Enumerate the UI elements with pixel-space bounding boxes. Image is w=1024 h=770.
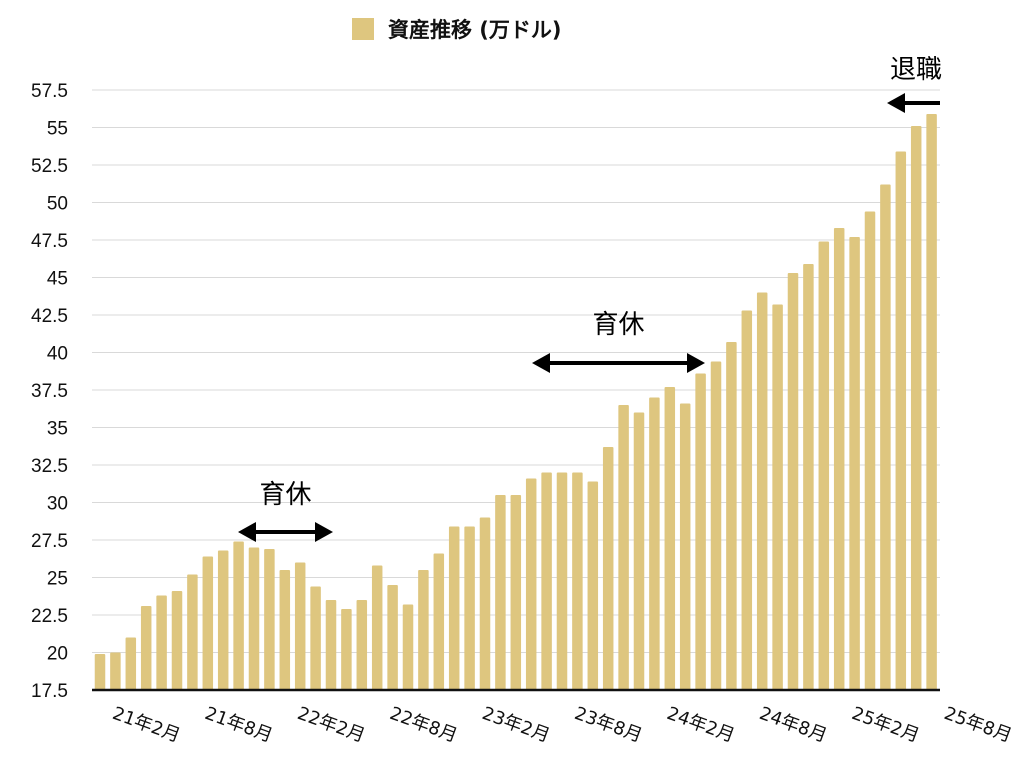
bar — [679, 403, 691, 690]
bar — [587, 481, 599, 690]
bar — [156, 595, 167, 690]
y-tick-label: 45 — [47, 269, 68, 290]
bar — [710, 361, 722, 690]
bar — [248, 547, 260, 690]
bar — [310, 586, 321, 690]
bar — [217, 550, 229, 690]
bar — [187, 574, 198, 690]
bar — [525, 478, 537, 690]
bar — [356, 600, 368, 690]
bar — [125, 637, 137, 690]
y-tick-label: 47.5 — [31, 231, 68, 252]
x-tick-label: 23年8月 — [572, 703, 645, 747]
bar — [572, 472, 583, 690]
bar — [495, 495, 506, 690]
bar — [94, 654, 106, 690]
bar — [756, 292, 768, 690]
bar — [387, 585, 398, 690]
y-tick-label: 37.5 — [31, 381, 68, 402]
legend-swatch — [352, 18, 374, 40]
legend: 資産推移 (万ドル) — [352, 14, 562, 44]
annotation-label: 育休 — [592, 310, 644, 340]
bar — [233, 541, 244, 690]
bar — [418, 570, 429, 690]
x-tick-label: 24年2月 — [664, 703, 737, 747]
bar — [294, 562, 306, 690]
bar — [895, 151, 907, 690]
bar — [341, 609, 352, 690]
x-tick-label: 22年2月 — [294, 703, 367, 747]
bar — [695, 373, 706, 690]
bar — [726, 342, 737, 690]
y-tick-label: 57.5 — [31, 81, 68, 102]
bar — [541, 472, 552, 690]
bar — [264, 549, 275, 690]
y-tick-label: 52.5 — [31, 156, 68, 177]
y-tick-label: 32.5 — [31, 456, 68, 477]
bar — [803, 264, 814, 690]
x-tick-label: 21年2月 — [110, 703, 183, 747]
y-tick-label: 50 — [47, 194, 68, 215]
bar — [772, 304, 783, 690]
bar — [325, 600, 337, 690]
annotation-label: 退職 — [890, 55, 942, 85]
bar — [448, 526, 460, 690]
bar — [140, 606, 152, 690]
bar — [926, 114, 937, 690]
bar — [833, 228, 845, 690]
bar — [371, 565, 383, 690]
x-tick-label: 21年8月 — [202, 703, 275, 747]
annotation-label: 育休 — [259, 480, 311, 510]
bar — [849, 237, 860, 690]
bar — [110, 652, 121, 690]
arrow-head-icon — [532, 353, 550, 373]
bar — [602, 447, 614, 690]
x-tick-label: 25年8月 — [941, 703, 1014, 747]
bar — [464, 526, 475, 690]
x-tick-label: 22年8月 — [387, 703, 460, 747]
arrow-head-icon — [687, 353, 705, 373]
bar — [479, 517, 491, 690]
y-tick-label: 35 — [47, 419, 68, 440]
bar — [818, 241, 830, 690]
x-tick-label: 25年2月 — [849, 703, 922, 747]
arrow-head-icon — [315, 522, 333, 542]
bar — [433, 553, 445, 690]
bar — [880, 184, 891, 690]
bar — [202, 556, 214, 690]
y-tick-label: 22.5 — [31, 606, 68, 627]
arrow-head-icon — [887, 93, 905, 113]
y-tick-label: 17.5 — [31, 681, 68, 702]
bar — [171, 591, 183, 690]
y-tick-label: 27.5 — [31, 531, 68, 552]
bar — [279, 570, 291, 690]
x-tick-label: 23年2月 — [479, 703, 552, 747]
bar — [618, 405, 629, 690]
bar — [649, 397, 660, 690]
y-tick-label: 55 — [47, 119, 68, 140]
legend-label: 資産推移 (万ドル) — [388, 18, 562, 42]
y-tick-label: 30 — [47, 494, 68, 515]
arrow-head-icon — [238, 522, 256, 542]
x-tick-label: 24年8月 — [756, 703, 829, 747]
bar — [664, 387, 676, 690]
y-tick-label: 25 — [47, 569, 68, 590]
y-tick-label: 42.5 — [31, 306, 68, 327]
bar — [741, 310, 753, 690]
bar — [402, 604, 414, 690]
bar — [910, 126, 922, 690]
bar — [510, 495, 522, 690]
bar — [556, 472, 568, 690]
y-tick-label: 40 — [47, 344, 68, 365]
bar — [864, 211, 876, 690]
bar — [633, 412, 645, 690]
y-tick-label: 20 — [47, 644, 68, 665]
bar — [787, 273, 799, 690]
